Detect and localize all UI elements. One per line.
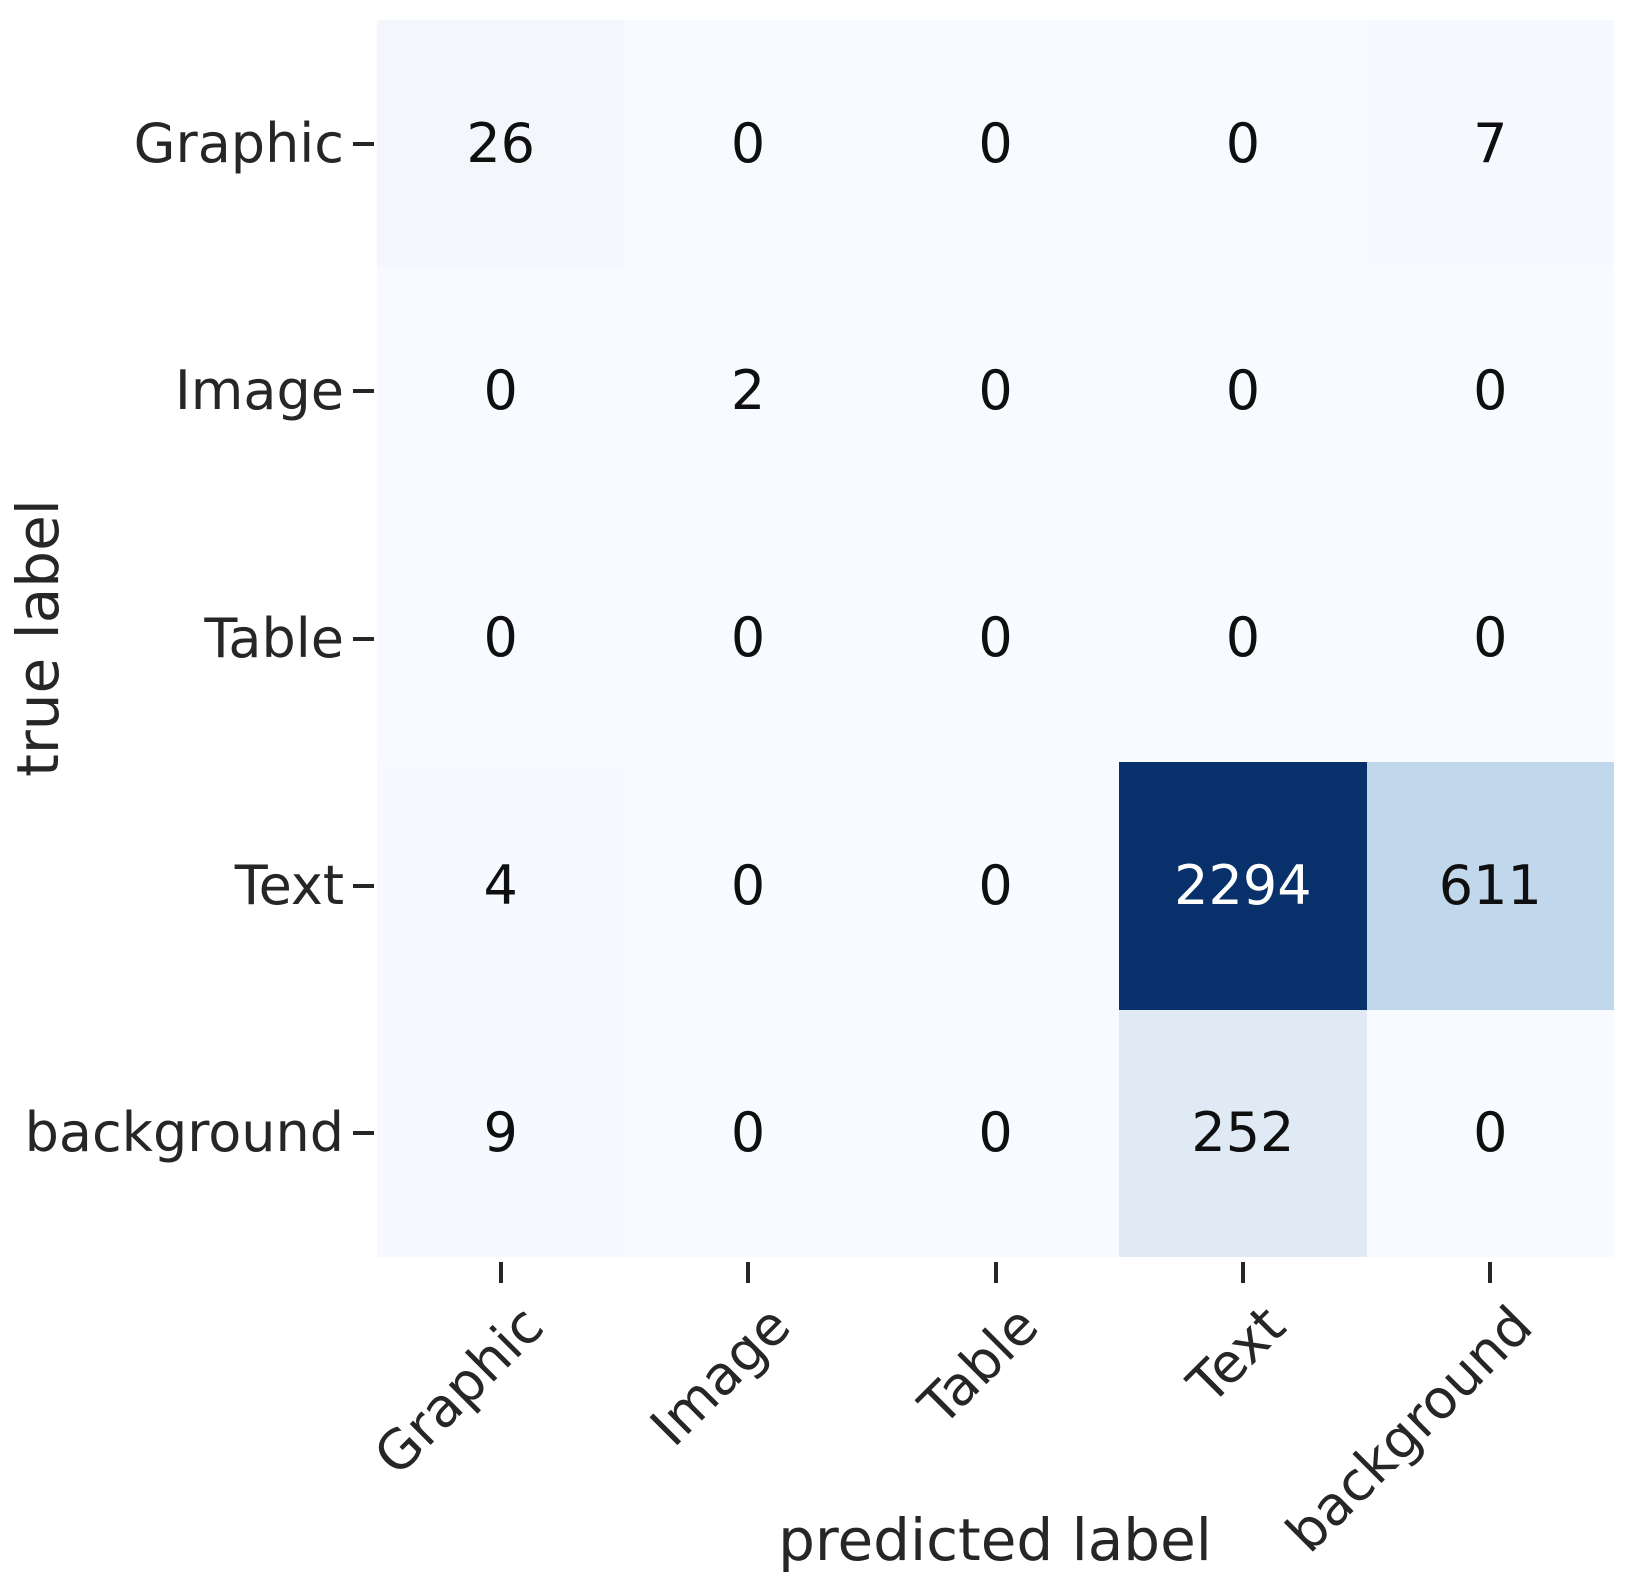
heatmap-cell-background-Graphic: 9 (377, 1009, 625, 1257)
x-tick-mark (746, 1262, 751, 1283)
cell-value: 0 (978, 111, 1013, 175)
x-tick-mark (993, 1262, 998, 1283)
y-tick-mark (353, 883, 374, 888)
y-tick-mark (353, 636, 374, 641)
heatmap-cell-Graphic-Image: 0 (624, 20, 872, 268)
y-tick-label-background: background (24, 1101, 344, 1165)
cell-value: 0 (730, 111, 766, 175)
heatmap-cell-Graphic-background: 7 (1366, 20, 1614, 268)
cell-value: 0 (1473, 1101, 1508, 1165)
cell-value: 0 (978, 853, 1013, 917)
cell-value: 252 (1191, 1101, 1295, 1165)
heatmap-cell-Text-Image: 0 (624, 762, 872, 1010)
heatmap-cell-Image-background: 0 (1366, 267, 1614, 515)
cell-value: 0 (978, 606, 1013, 670)
y-tick-label-Table: Table (204, 606, 344, 670)
cell-value: 611 (1438, 853, 1542, 917)
y-tick-label-Text: Text (234, 853, 344, 917)
cell-value: 0 (1225, 606, 1261, 670)
heatmap-cell-background-Text: 252 (1119, 1009, 1367, 1257)
heatmap-cell-Text-Table: 0 (871, 762, 1120, 1010)
heatmap-cell-Table-Text: 0 (1119, 514, 1367, 763)
x-tick-label-Table: Table (906, 1293, 1050, 1438)
y-axis-title: true label (4, 499, 72, 777)
y-tick-label-Image: Image (174, 359, 344, 423)
heatmap-cell-Image-Graphic: 0 (377, 267, 625, 515)
heatmap-cell-Text-Text: 2294 (1119, 762, 1367, 1010)
heatmap-cell-Table-Graphic: 0 (377, 514, 625, 763)
x-tick-mark (1488, 1262, 1493, 1283)
x-tick-label-Image: Image (638, 1293, 803, 1459)
heatmap-cell-Text-Graphic: 4 (377, 762, 625, 1010)
cell-value: 0 (730, 606, 766, 670)
heatmap: 26 0 0 0 7 0 2 0 0 0 0 0 0 0 0 4 0 0 2294 611 9 0 0 252 0 (377, 20, 1614, 1257)
cell-value: 0 (483, 359, 518, 423)
cell-value: 0 (483, 606, 518, 670)
cell-value: 0 (1225, 359, 1261, 423)
x-tick-mark (1240, 1262, 1245, 1283)
cell-value: 7 (1473, 111, 1508, 175)
heatmap-cell-Table-Table: 0 (871, 514, 1120, 763)
heatmap-cell-Graphic-Table: 0 (871, 20, 1120, 268)
heatmap-cell-Graphic-Graphic: 26 (377, 20, 625, 268)
heatmap-cell-Graphic-Text: 0 (1119, 20, 1367, 268)
cell-value: 9 (483, 1101, 518, 1165)
heatmap-cell-Image-Image: 2 (624, 267, 872, 515)
cell-value: 0 (1473, 359, 1508, 423)
cell-value: 26 (466, 111, 536, 175)
heatmap-cell-Table-Image: 0 (624, 514, 872, 763)
heatmap-cell-background-Image: 0 (624, 1009, 872, 1257)
x-tick-label-Text: Text (1175, 1293, 1298, 1416)
cell-value: 0 (1473, 606, 1508, 670)
cell-value: 0 (730, 853, 766, 917)
y-tick-mark (353, 1131, 374, 1136)
x-tick-label-Graphic: Graphic (361, 1293, 556, 1488)
heatmap-cell-Table-background: 0 (1366, 514, 1614, 763)
heatmap-cell-background-Table: 0 (871, 1009, 1120, 1257)
y-tick-mark (353, 141, 374, 146)
heatmap-cell-Text-background: 611 (1366, 762, 1614, 1010)
y-tick-label-Graphic: Graphic (133, 111, 344, 175)
x-tick-label-background: background (1274, 1293, 1545, 1565)
cell-value: 2294 (1174, 853, 1312, 917)
cell-value: 0 (1225, 111, 1261, 175)
heatmap-cell-Image-Text: 0 (1119, 267, 1367, 515)
cell-value: 0 (978, 1101, 1013, 1165)
y-tick-mark (353, 389, 374, 394)
heatmap-cell-background-background: 0 (1366, 1009, 1614, 1257)
cell-value: 0 (978, 359, 1013, 423)
heatmap-cell-Image-Table: 0 (871, 267, 1120, 515)
cell-value: 2 (730, 359, 766, 423)
cell-value: 0 (730, 1101, 766, 1165)
x-axis-title: predicted label (778, 1506, 1212, 1574)
cell-value: 4 (483, 853, 518, 917)
x-tick-mark (498, 1262, 503, 1283)
